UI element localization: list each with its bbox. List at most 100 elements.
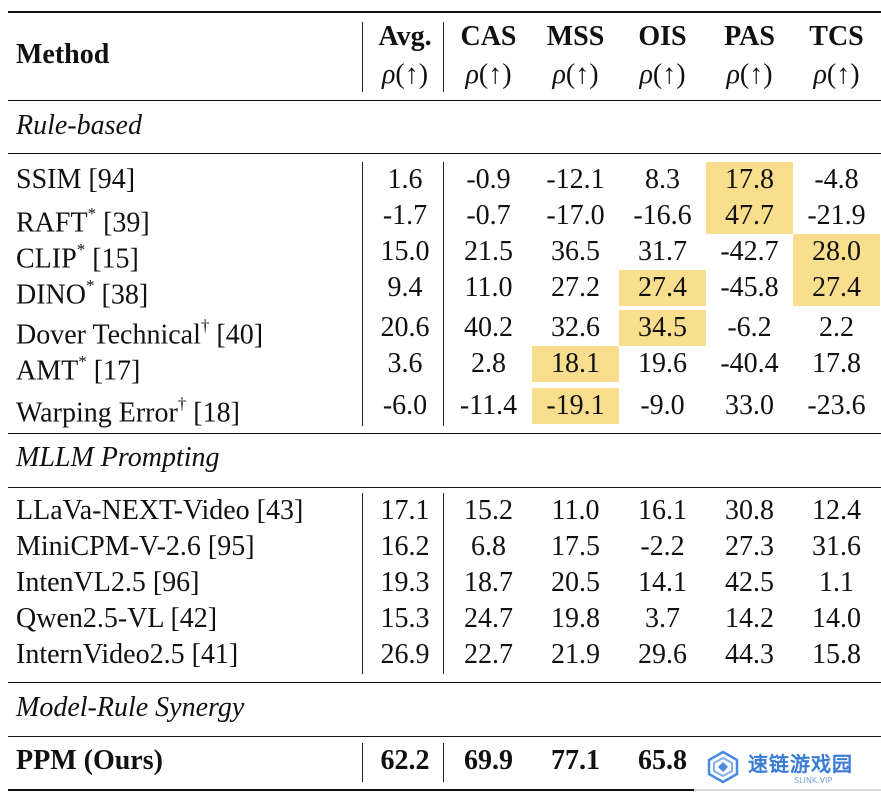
value-cell: 2.2 <box>819 312 854 343</box>
value-cell: 30.8 <box>725 495 774 526</box>
column-header-ois: OIS <box>638 21 687 52</box>
value-cell: 26.9 <box>380 639 430 670</box>
method-header: Method <box>16 39 110 70</box>
value-cell: -45.8 <box>720 272 779 303</box>
value-cell: 31.7 <box>638 236 687 267</box>
value-cell: 11.0 <box>464 272 513 303</box>
value-cell: 21.5 <box>464 236 513 267</box>
value-cell: -0.9 <box>466 164 511 195</box>
value-cell: 8.3 <box>645 164 680 195</box>
value-cell: 15.3 <box>380 603 430 634</box>
method-name: MiniCPM-V-2.6 [95] <box>16 531 255 562</box>
value-cell: -4.8 <box>814 164 859 195</box>
footnote-mark: * <box>76 240 86 259</box>
column-header-pas: PAS <box>724 21 775 52</box>
column-divider <box>443 743 445 782</box>
column-divider <box>362 22 364 92</box>
section-title: Model-Rule Synergy <box>16 692 245 723</box>
footnote-mark: * <box>86 276 95 295</box>
method-name: DINO* [38] <box>16 276 149 311</box>
method-name: InternVideo2.5 [41] <box>16 639 239 670</box>
value-cell: 65.8 <box>638 745 687 776</box>
value-cell: 16.1 <box>638 495 687 526</box>
value-cell: 3.6 <box>387 348 423 379</box>
value-cell: -11.4 <box>459 390 518 421</box>
top-rule <box>8 11 881 13</box>
value-cell: 15.2 <box>464 495 513 526</box>
value-cell: 22.7 <box>464 639 513 670</box>
value-cell: 1.1 <box>819 567 854 598</box>
value-cell: 31.6 <box>812 531 861 562</box>
value-cell: 27.2 <box>551 272 600 303</box>
column-header-avg: Avg. <box>378 21 432 52</box>
value-cell: 69.9 <box>464 745 513 776</box>
column-divider <box>362 493 364 674</box>
rule-based-end-rule <box>8 433 881 435</box>
value-cell: 19.6 <box>638 348 687 379</box>
metric-label: ρ(↑) <box>726 59 773 90</box>
value-cell: 32.6 <box>551 312 600 343</box>
footnote-mark: † <box>200 316 210 335</box>
watermark-subtext: SLINK.VIP <box>794 776 833 785</box>
value-cell: 19.3 <box>380 567 430 598</box>
value-cell: -21.9 <box>807 200 866 231</box>
value-cell: 17.8 <box>706 162 793 198</box>
value-cell: 12.4 <box>812 495 861 526</box>
value-cell: 62.2 <box>380 745 430 776</box>
value-cell: 44.3 <box>725 639 774 670</box>
column-divider <box>362 743 364 782</box>
value-cell: 27.4 <box>793 270 880 306</box>
section-title: Rule-based <box>16 110 142 141</box>
value-cell: 28.0 <box>793 234 880 270</box>
column-header-cas: CAS <box>460 21 517 52</box>
column-divider <box>443 22 445 92</box>
value-cell: 27.4 <box>619 270 706 306</box>
header-rule <box>8 100 881 102</box>
metric-label: ρ(↑) <box>465 59 512 90</box>
method-name: SSIM [94] <box>16 164 136 195</box>
value-cell: 27.3 <box>725 531 774 562</box>
mllm-rule <box>8 487 881 489</box>
value-cell: 11.0 <box>551 495 600 526</box>
value-cell: -6.2 <box>727 312 772 343</box>
watermark-text: 速链游戏园 <box>748 752 853 776</box>
method-name: Warping Error† [18] <box>16 394 240 429</box>
metric-label: ρ(↑) <box>381 59 429 90</box>
value-cell: -23.6 <box>807 390 866 421</box>
column-divider <box>443 493 445 674</box>
value-cell: 16.2 <box>380 531 430 562</box>
value-cell: 33.0 <box>725 390 774 421</box>
value-cell: 47.7 <box>706 198 793 234</box>
metric-label: ρ(↑) <box>639 59 686 90</box>
value-cell: -12.1 <box>546 164 605 195</box>
synergy-rule <box>8 736 881 738</box>
value-cell: -42.7 <box>720 236 779 267</box>
method-name: AMT* [17] <box>16 352 141 387</box>
value-cell: 14.0 <box>812 603 861 634</box>
value-cell: 15.0 <box>380 236 430 267</box>
value-cell: -40.4 <box>720 348 779 379</box>
value-cell: 77.1 <box>551 745 600 776</box>
value-cell: 42.5 <box>725 567 774 598</box>
value-cell: -19.1 <box>532 388 619 424</box>
column-divider <box>443 162 445 426</box>
value-cell: 17.1 <box>380 495 430 526</box>
value-cell: 1.6 <box>387 164 423 195</box>
metric-label: ρ(↑) <box>552 59 599 90</box>
value-cell: -6.0 <box>382 390 428 421</box>
value-cell: 29.6 <box>638 639 687 670</box>
value-cell: 9.4 <box>387 272 423 303</box>
metric-label: ρ(↑) <box>813 59 860 90</box>
value-cell: 2.8 <box>471 348 506 379</box>
watermark: 速链游戏园 SLINK.VIP <box>694 742 881 794</box>
method-name: CLIP* [15] <box>16 240 139 275</box>
value-cell: 24.7 <box>464 603 513 634</box>
value-cell: 36.5 <box>551 236 600 267</box>
method-name: PPM (Ours) <box>16 745 163 776</box>
value-cell: -16.6 <box>633 200 692 231</box>
value-cell: -1.7 <box>382 200 428 231</box>
value-cell: 20.6 <box>380 312 430 343</box>
bottom-rule <box>8 789 881 791</box>
watermark-logo-icon <box>707 750 739 784</box>
value-cell: 17.5 <box>551 531 600 562</box>
